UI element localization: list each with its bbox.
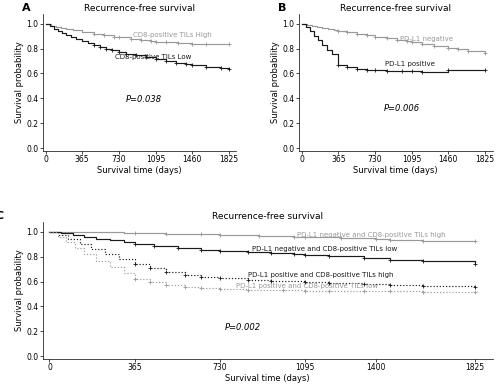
Title: Recurrence-free survival: Recurrence-free survival — [212, 212, 323, 221]
Text: P=0.006: P=0.006 — [384, 104, 420, 113]
Text: PD-L1 positive: PD-L1 positive — [385, 61, 435, 67]
Text: CD8-positive TILs High: CD8-positive TILs High — [133, 32, 212, 38]
X-axis label: Survival time (days): Survival time (days) — [353, 166, 438, 175]
Text: PD-L1 positive and CD8-positive TILs high: PD-L1 positive and CD8-positive TILs hig… — [248, 272, 393, 278]
Text: PD-L1 negative and CD8-positive TILs low: PD-L1 negative and CD8-positive TILs low — [252, 247, 398, 252]
Text: CD8-positive TILs Low: CD8-positive TILs Low — [115, 54, 191, 60]
Text: A: A — [22, 3, 31, 13]
Text: B: B — [278, 3, 287, 13]
Text: PD-L1 negative: PD-L1 negative — [400, 36, 453, 42]
X-axis label: Survival time (days): Survival time (days) — [225, 374, 310, 383]
Text: P=0.002: P=0.002 — [224, 323, 260, 332]
Text: PD-L1 positive and CD8-positive TILs low: PD-L1 positive and CD8-positive TILs low — [236, 283, 378, 289]
Text: C: C — [0, 211, 4, 221]
Y-axis label: Survival probability: Survival probability — [15, 41, 24, 123]
X-axis label: Survival time (days): Survival time (days) — [97, 166, 182, 175]
Text: PD-L1 negative and CD8-positive TILs high: PD-L1 negative and CD8-positive TILs hig… — [296, 232, 446, 238]
Text: P=0.038: P=0.038 — [126, 95, 162, 104]
Title: Recurrence-free survival: Recurrence-free survival — [340, 4, 451, 13]
Y-axis label: Survival probability: Survival probability — [15, 249, 24, 331]
Y-axis label: Survival probability: Survival probability — [271, 41, 280, 123]
Title: Recurrence-free survival: Recurrence-free survival — [84, 4, 195, 13]
